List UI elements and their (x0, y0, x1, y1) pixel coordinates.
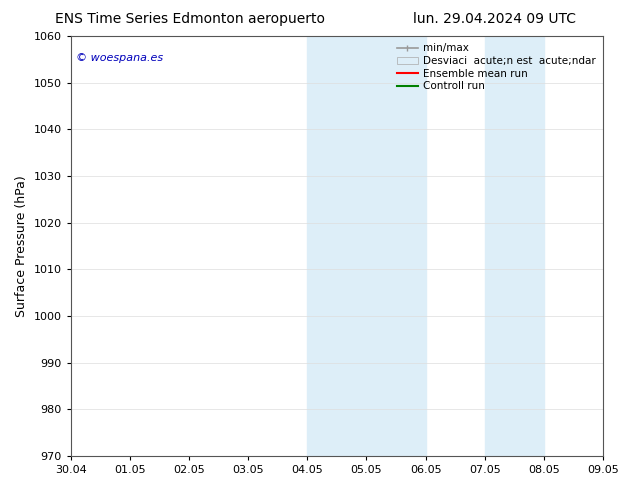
Bar (307, 36, 425, 456)
Y-axis label: Surface Pressure (hPa): Surface Pressure (hPa) (15, 175, 28, 317)
Text: ENS Time Series Edmonton aeropuerto: ENS Time Series Edmonton aeropuerto (55, 12, 325, 26)
Bar (485, 36, 544, 456)
Legend: min/max, Desviaci  acute;n est  acute;ndar, Ensemble mean run, Controll run: min/max, Desviaci acute;n est acute;ndar… (395, 41, 598, 93)
Text: lun. 29.04.2024 09 UTC: lun. 29.04.2024 09 UTC (413, 12, 576, 26)
Text: © woespana.es: © woespana.es (76, 53, 163, 63)
